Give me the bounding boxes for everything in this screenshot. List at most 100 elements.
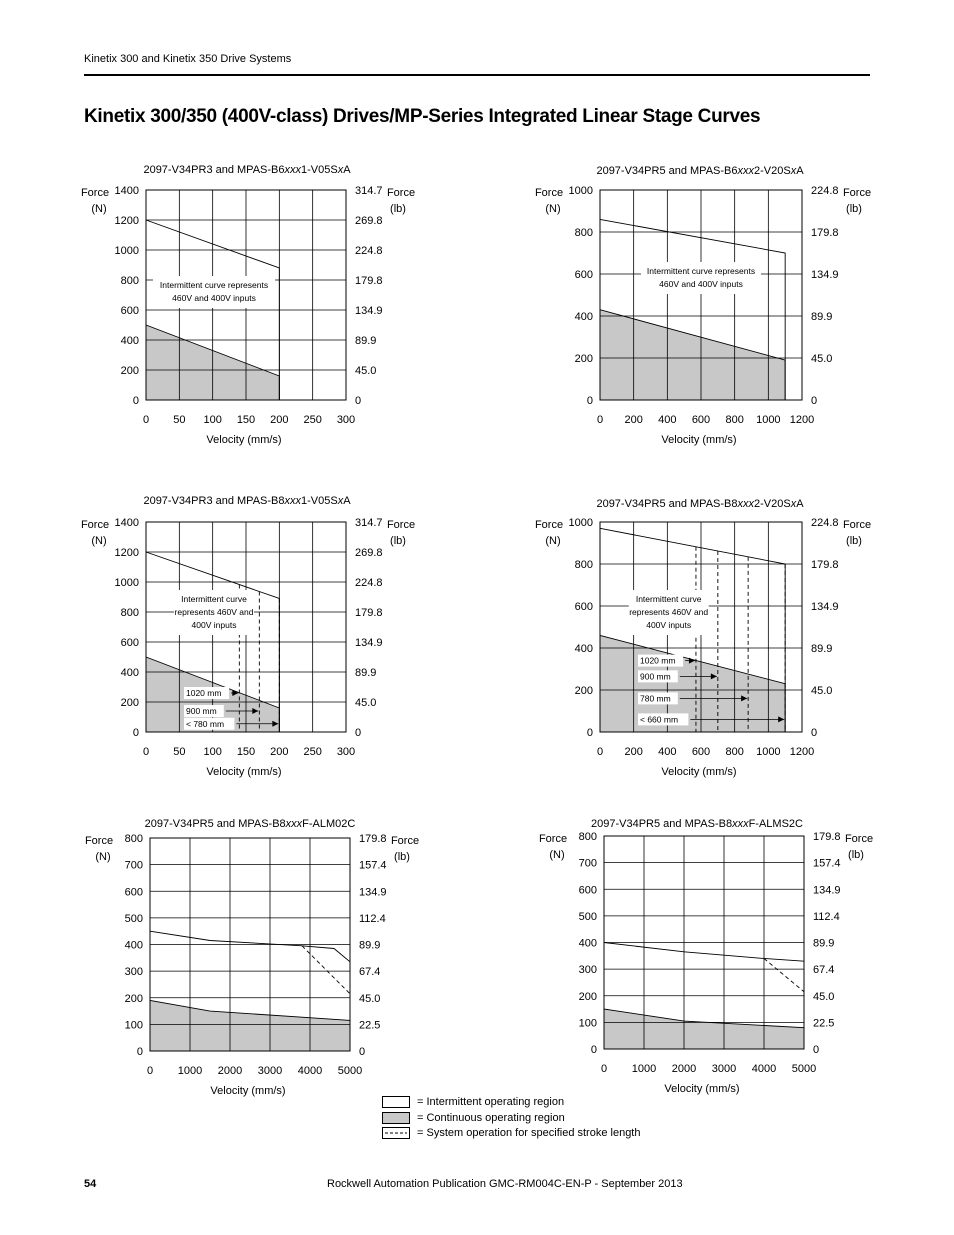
x-axis-label: Velocity (mm/s): [664, 1083, 739, 1095]
y2-tick-label: 179.8: [355, 607, 383, 619]
chart-title: 2097-V34PR3 and MPAS-B6xxx1-V05SxA: [143, 164, 351, 176]
x-tick-label: 0: [147, 1065, 153, 1077]
chart-1: Intermittent curve represents 460V and 40…: [81, 164, 415, 446]
stroke-label: 1020 mm: [186, 688, 221, 698]
x-tick-label: 1200: [790, 414, 814, 426]
plot-frame: [599, 521, 803, 733]
x-axis-label: Velocity (mm/s): [206, 766, 281, 778]
y-axis-unit: (N): [545, 203, 560, 215]
y2-tick-label: 45.0: [813, 991, 834, 1003]
y2-tick-label: 0: [811, 395, 817, 407]
x-tick-label: 150: [237, 746, 255, 758]
title-part: xxx: [731, 818, 749, 830]
y2-axis-label: Force: [845, 833, 873, 845]
y2-tick-label: 45.0: [355, 365, 376, 377]
x-axis-label: Velocity (mm/s): [210, 1085, 285, 1097]
y2-tick-label: 179.8: [811, 559, 839, 571]
stroke-label-box: [184, 717, 235, 730]
y-tick-label: 600: [121, 637, 139, 649]
stroke-label: 780 mm: [640, 693, 671, 703]
chart-title: 2097-V34PR3 and MPAS-B8xxx1-V05SxA: [143, 495, 351, 507]
y-tick-label: 600: [125, 886, 143, 898]
x-tick-label: 200: [624, 746, 642, 758]
y2-tick-label: 89.9: [813, 938, 834, 950]
stroke-label: < 780 mm: [186, 719, 224, 729]
y-tick-label: 1200: [115, 215, 139, 227]
y2-tick-label: 157.4: [359, 860, 387, 872]
y2-axis-unit: (lb): [846, 203, 862, 215]
y-tick-label: 700: [579, 858, 597, 870]
annotation-text: represents 460V and: [629, 607, 708, 617]
title-part: xxx: [737, 498, 755, 510]
y2-axis-label: Force: [843, 519, 871, 531]
stroke-label: < 660 mm: [640, 714, 678, 724]
y-tick-label: 400: [575, 311, 593, 323]
y2-tick-label: 0: [359, 1046, 365, 1058]
title-part: xxx: [737, 165, 755, 177]
page-number: 54: [84, 1178, 97, 1190]
stroke-curve: [763, 958, 805, 993]
stroke-arrowhead: [252, 708, 259, 714]
y-tick-label: 1400: [115, 185, 139, 197]
annotation-text: Intermittent curve represents: [647, 266, 755, 276]
x-tick-label: 250: [303, 414, 321, 426]
y2-tick-label: 89.9: [359, 940, 380, 952]
y2-tick-label: 269.8: [355, 215, 383, 227]
y-tick-label: 100: [125, 1019, 143, 1031]
title-part: 2097-V34PR3 and MPAS-B6: [143, 164, 284, 176]
x-tick-label: 600: [692, 414, 710, 426]
stroke-label-box: [184, 687, 230, 699]
chart-title: 2097-V34PR5 and MPAS-B8xxxF-ALM02C: [145, 818, 356, 830]
y2-tick-label: 134.9: [811, 269, 839, 281]
y2-axis-unit: (lb): [846, 535, 862, 547]
y-tick-label: 200: [579, 991, 597, 1003]
y-tick-label: 800: [125, 833, 143, 845]
stroke-label-box: [638, 713, 689, 726]
y-axis-unit: (N): [91, 535, 106, 547]
y-axis-label: Force: [535, 187, 563, 199]
y2-tick-label: 0: [355, 395, 361, 407]
y-axis-label: Force: [81, 187, 109, 199]
y-tick-label: 800: [575, 227, 593, 239]
y-axis-unit: (N): [91, 203, 106, 215]
title-part: 2-V20S: [754, 165, 791, 177]
annotation-text: 400V inputs: [192, 620, 237, 630]
y2-tick-label: 0: [811, 727, 817, 739]
y-tick-label: 200: [121, 365, 139, 377]
y2-tick-label: 0: [355, 727, 361, 739]
continuous-swatch: [382, 1112, 410, 1124]
x-tick-label: 0: [143, 746, 149, 758]
x-tick-label: 4000: [752, 1063, 776, 1075]
y2-axis-unit: (lb): [390, 203, 406, 215]
x-tick-label: 250: [303, 746, 321, 758]
y-tick-label: 500: [125, 913, 143, 925]
plot-frame: [145, 189, 347, 401]
title-part: 2097-V34PR5 and MPAS-B8: [145, 818, 286, 830]
y2-tick-label: 157.4: [813, 858, 841, 870]
y-tick-label: 400: [125, 940, 143, 952]
annotation-box: [153, 276, 275, 308]
x-tick-label: 0: [601, 1063, 607, 1075]
stroke-swatch: [382, 1127, 410, 1139]
y2-tick-label: 224.8: [811, 517, 839, 529]
publication-info: Rockwell Automation Publication GMC-RM00…: [327, 1178, 683, 1190]
x-tick-label: 100: [203, 746, 221, 758]
y2-axis-unit: (lb): [394, 851, 410, 863]
title-part: 2097-V34PR5 and MPAS-B8: [591, 818, 732, 830]
y2-tick-label: 314.7: [355, 185, 383, 197]
y-tick-label: 200: [575, 353, 593, 365]
plot-frame: [599, 189, 803, 401]
y2-axis-label: Force: [843, 187, 871, 199]
title-part: 2097-V34PR5 and MPAS-B6: [596, 165, 737, 177]
intermittent-curve: [145, 219, 280, 400]
y2-tick-label: 45.0: [355, 697, 376, 709]
stroke-label: 900 mm: [640, 671, 671, 681]
plot-frame: [603, 835, 805, 1050]
annotation-box: [174, 590, 254, 635]
y-tick-label: 800: [121, 607, 139, 619]
stroke-label-box: [638, 670, 678, 683]
continuous-region: [600, 309, 786, 400]
header-rule: [84, 74, 870, 76]
stroke-label-box: [184, 705, 224, 717]
